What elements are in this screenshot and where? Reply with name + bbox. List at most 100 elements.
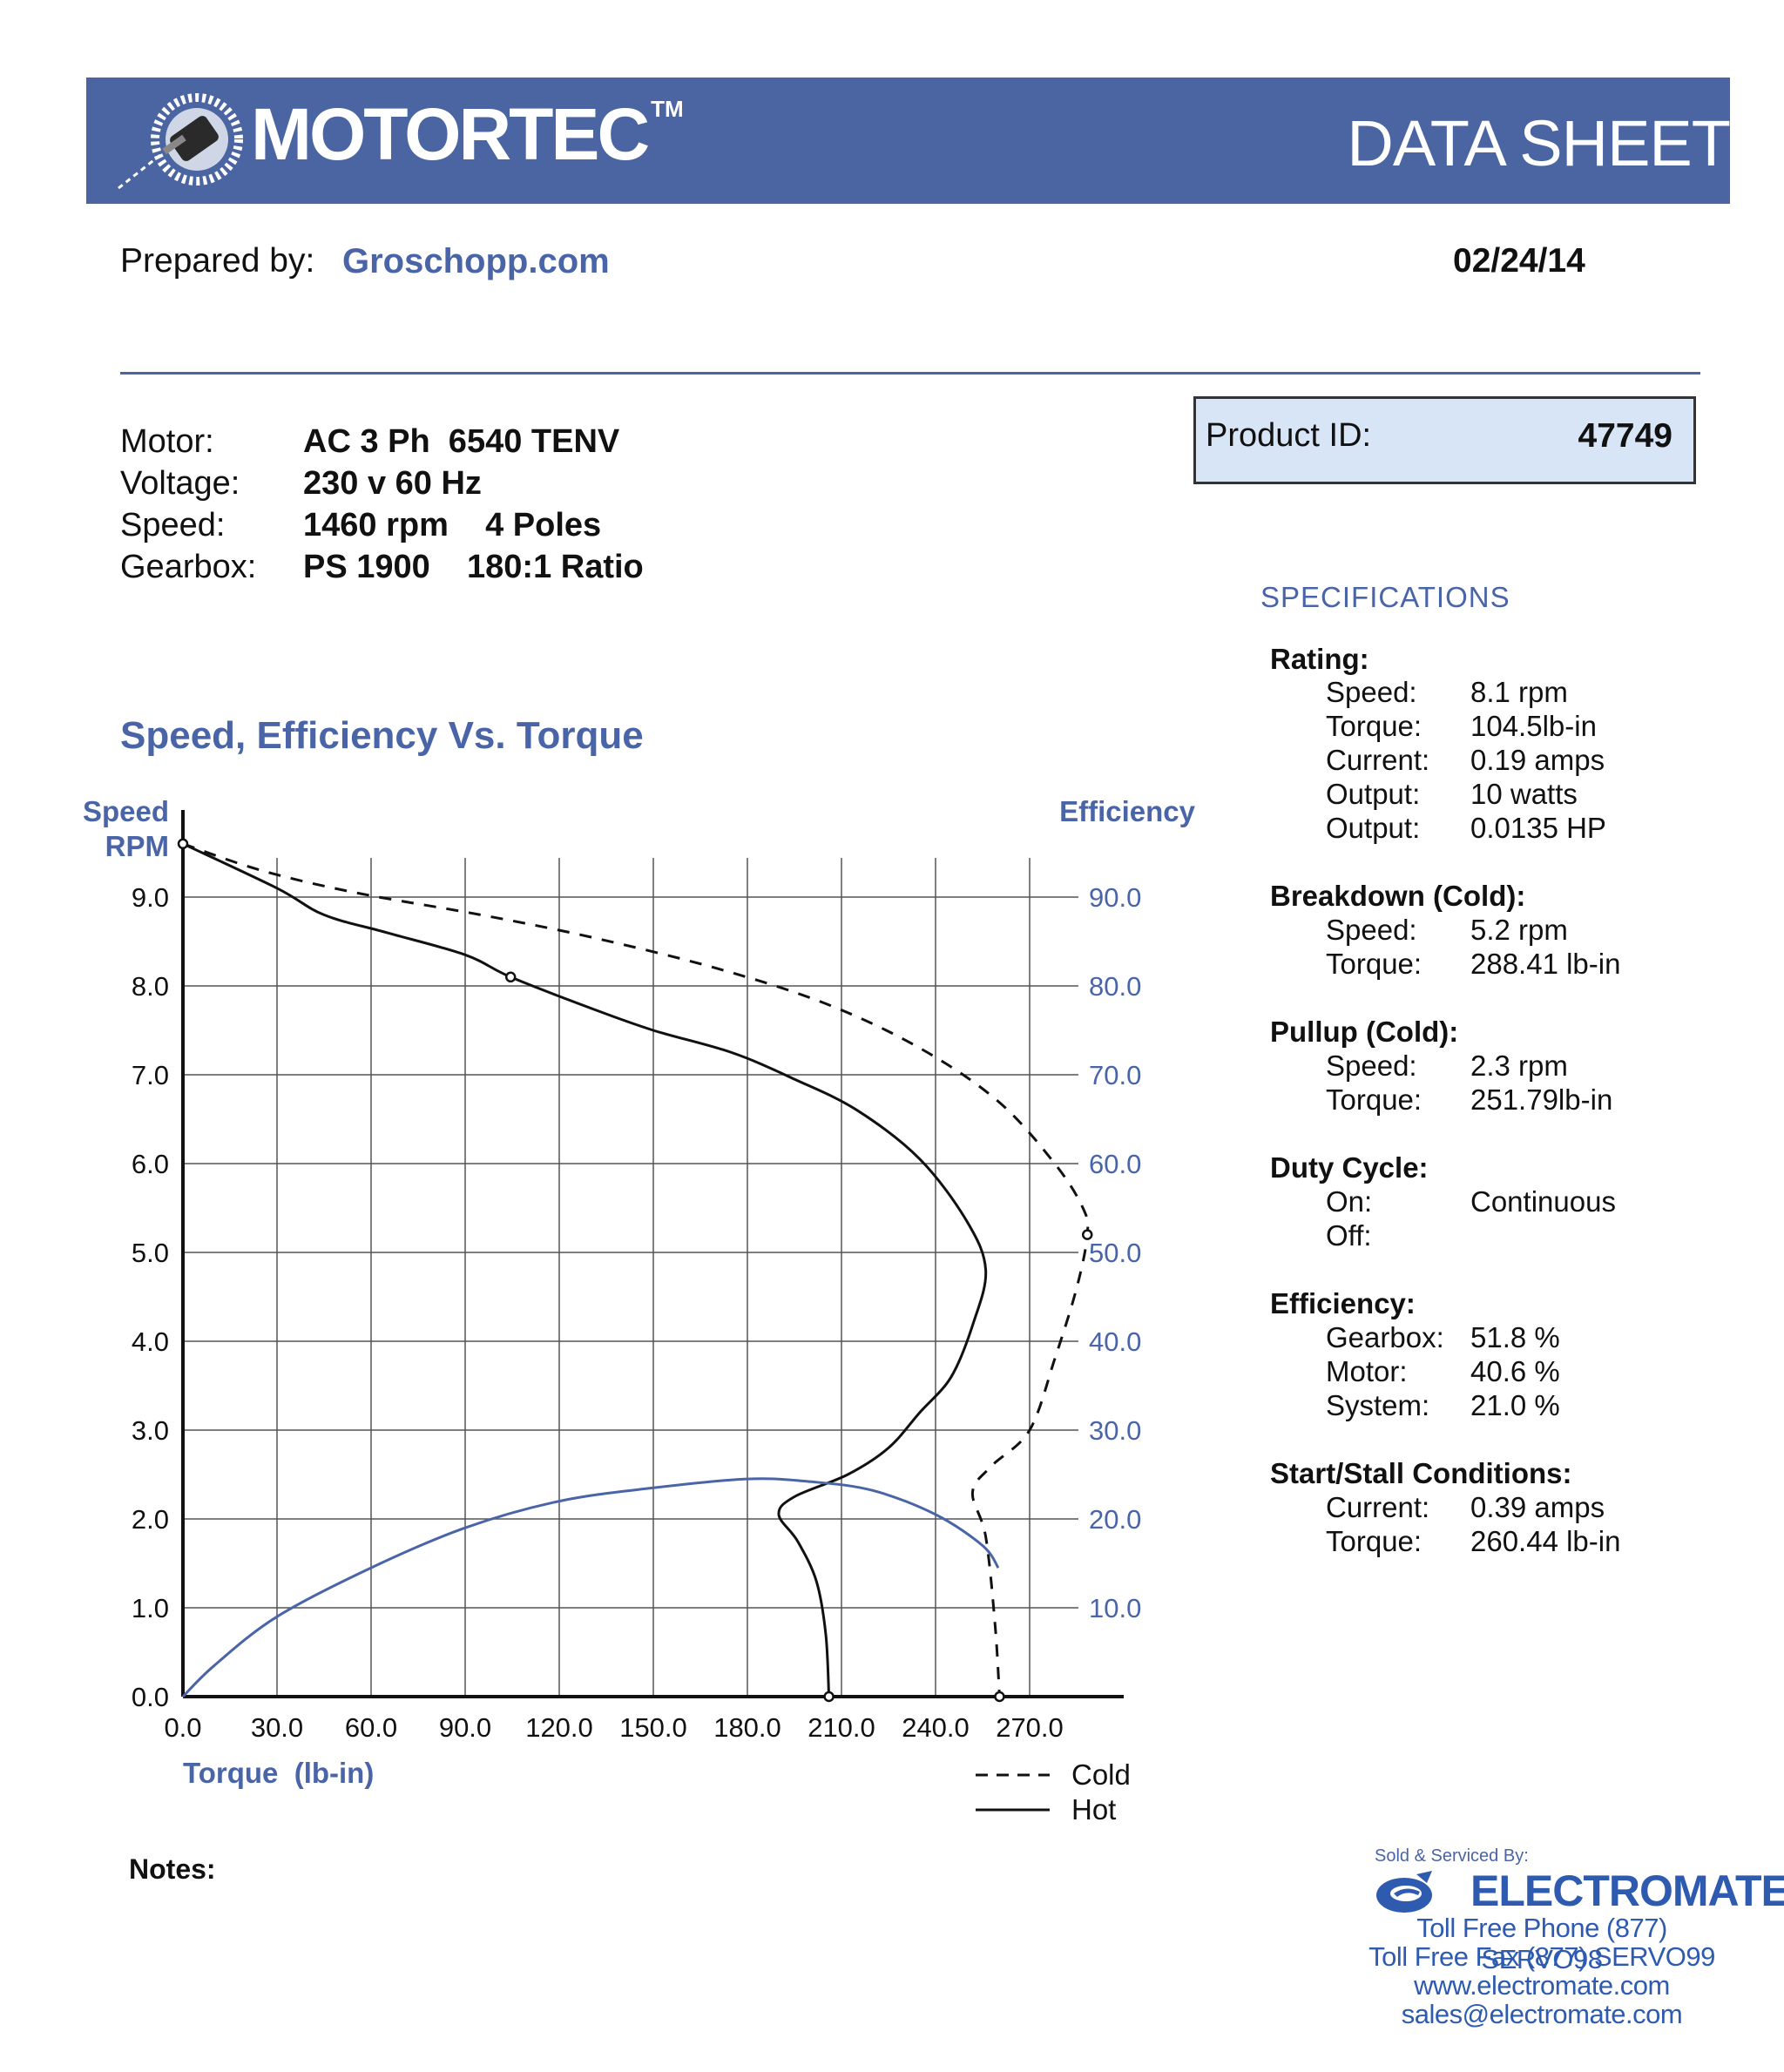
y2-tick-label: 90.0 (1089, 882, 1141, 913)
spec-value: 2.3 rpm (1470, 1049, 1568, 1082)
y-tick-label: 1.0 (132, 1593, 169, 1623)
spec-key: Off: (1326, 1219, 1372, 1252)
chart-series (181, 842, 1090, 1698)
marker-rated-point (504, 971, 517, 983)
voltage-label: Voltage: (120, 465, 240, 502)
spec-value: 21.0 % (1470, 1389, 1560, 1421)
header-banner (86, 78, 1730, 204)
y-tick-label: 6.0 (132, 1149, 169, 1179)
specifications-title: SPECIFICATIONS (1260, 581, 1510, 613)
spec-value: 0.0135 HP (1470, 812, 1606, 844)
spec-key: Torque: (1326, 710, 1422, 742)
spec-heading-start-stall: Start/Stall Conditions: (1270, 1457, 1572, 1489)
spec-value: Continuous (1470, 1185, 1616, 1218)
divider (120, 372, 1700, 375)
product-id-value: 47749 (1578, 417, 1672, 455)
marker-stall-hot (823, 1691, 835, 1703)
y2-tick-label: 10.0 (1089, 1593, 1141, 1623)
y-tick-label: 3.0 (132, 1415, 169, 1446)
spec-heading-efficiency: Efficiency: (1270, 1287, 1416, 1319)
y2-tick-label: 50.0 (1089, 1238, 1141, 1268)
chart-labels: 0.0 30.0 60.0 90.0 120.0 150.0 180.0 210.0 240.0… (83, 795, 1196, 1789)
x-tick-label: 180.0 (713, 1712, 781, 1743)
y-axis-title: RPM (105, 830, 169, 862)
marker-start-hot (177, 838, 189, 850)
motor-label: Motor: (120, 423, 214, 460)
spec-value: 40.6 % (1470, 1355, 1560, 1387)
spec-key: Motor: (1326, 1355, 1408, 1387)
series-cold-line (182, 842, 1090, 1697)
seller-phone: Toll Free Phone (877) SERVO98 (1416, 1913, 1667, 1974)
spec-key: Output: (1326, 778, 1421, 810)
spec-key: Output: (1326, 812, 1421, 844)
spec-heading-rating: Rating: (1270, 643, 1369, 675)
prepared-by-label: Prepared by: (120, 242, 315, 280)
product-id-label: Product ID: (1206, 417, 1372, 454)
spec-key: Torque: (1326, 1083, 1422, 1116)
spec-key: Current: (1326, 1491, 1430, 1523)
seller-name: ELECTROMATE (1470, 1866, 1784, 1915)
x-tick-label: 120.0 (525, 1712, 593, 1743)
spec-key: Gearbox: (1326, 1321, 1444, 1353)
chart-title: Speed, Efficiency Vs. Torque (120, 714, 644, 757)
spec-heading-pullup: Pullup (Cold): (1270, 1016, 1459, 1048)
y2-tick-label: 40.0 (1089, 1326, 1141, 1357)
spec-key: System: (1326, 1389, 1430, 1421)
speed-efficiency-chart: 0.0 30.0 60.0 90.0 120.0 150.0 180.0 210.0 240.0… (83, 795, 1196, 1826)
y2-tick-label: 60.0 (1089, 1149, 1141, 1179)
spec-key: Torque: (1326, 1525, 1422, 1557)
x-tick-label: 0.0 (164, 1712, 201, 1743)
spec-key: Speed: (1326, 1049, 1417, 1082)
spec-value: 51.8 % (1470, 1321, 1560, 1353)
series-efficiency-line (181, 1477, 1000, 1698)
y-tick-label: 5.0 (132, 1238, 169, 1268)
spec-value: 8.1 rpm (1470, 676, 1568, 708)
x-tick-label: 270.0 (996, 1712, 1064, 1743)
y-tick-label: 0.0 (132, 1682, 169, 1712)
product-id-box (1193, 396, 1696, 484)
spec-value: 104.5lb-in (1470, 710, 1597, 742)
legend-label-cold: Cold (1071, 1758, 1131, 1791)
y-tick-label: 8.0 (132, 971, 169, 1002)
marker-stall-cold (994, 1691, 1005, 1703)
sold-by-label: Sold & Serviced By: (1375, 1846, 1529, 1866)
seller-fax: Toll Free Fax (877) SERVO99 (1368, 1941, 1715, 1972)
legend-label-hot: Hot (1071, 1793, 1116, 1826)
motor-value: AC 3 Ph 6540 TENV (303, 423, 620, 460)
y2-tick-label: 20.0 (1089, 1504, 1141, 1535)
speed-value: 1460 rpm 4 Poles (303, 507, 602, 543)
y-tick-label: 4.0 (132, 1326, 169, 1357)
gearbox-label: Gearbox: (120, 549, 257, 585)
x-tick-label: 210.0 (808, 1712, 875, 1743)
y2-tick-label: 80.0 (1089, 971, 1141, 1002)
y-axis-title: Speed (83, 795, 169, 827)
gearbox-value: PS 1900 180:1 Ratio (303, 549, 644, 585)
spec-key: Speed: (1326, 676, 1417, 708)
spec-value: 288.41 lb-in (1470, 948, 1621, 980)
y-tick-label: 2.0 (132, 1504, 169, 1535)
chart-grid (183, 858, 1078, 1697)
spec-key: On: (1326, 1185, 1373, 1218)
seller-email[interactable]: sales@electromate.com (1401, 1999, 1683, 2029)
spec-heading-breakdown: Breakdown (Cold): (1270, 880, 1526, 912)
spec-key: Speed: (1326, 914, 1417, 946)
chart-markers (177, 838, 1093, 1703)
x-tick-label: 150.0 (619, 1712, 687, 1743)
spec-value: 5.2 rpm (1470, 914, 1568, 946)
x-axis-title: Torque (lb-in) (183, 1757, 374, 1789)
sheet-date: 02/24/14 (1453, 242, 1585, 280)
electromate-logo-icon (1376, 1871, 1432, 1913)
seller-website[interactable]: www.electromate.com (1414, 1970, 1670, 2001)
motortec-logo-icon (118, 93, 243, 190)
y2-tick-label: 30.0 (1089, 1415, 1141, 1446)
y-tick-label: 9.0 (132, 882, 169, 913)
chart-axes (181, 810, 1124, 1698)
marker-breakdown-cold (1081, 1229, 1093, 1240)
notes-label: Notes: (129, 1853, 216, 1885)
y-tick-label: 7.0 (132, 1060, 169, 1090)
x-tick-label: 240.0 (902, 1712, 970, 1743)
series-hot-line (182, 842, 988, 1697)
prepared-by-name: Groschopp.com (342, 242, 610, 280)
x-tick-label: 60.0 (345, 1712, 397, 1743)
